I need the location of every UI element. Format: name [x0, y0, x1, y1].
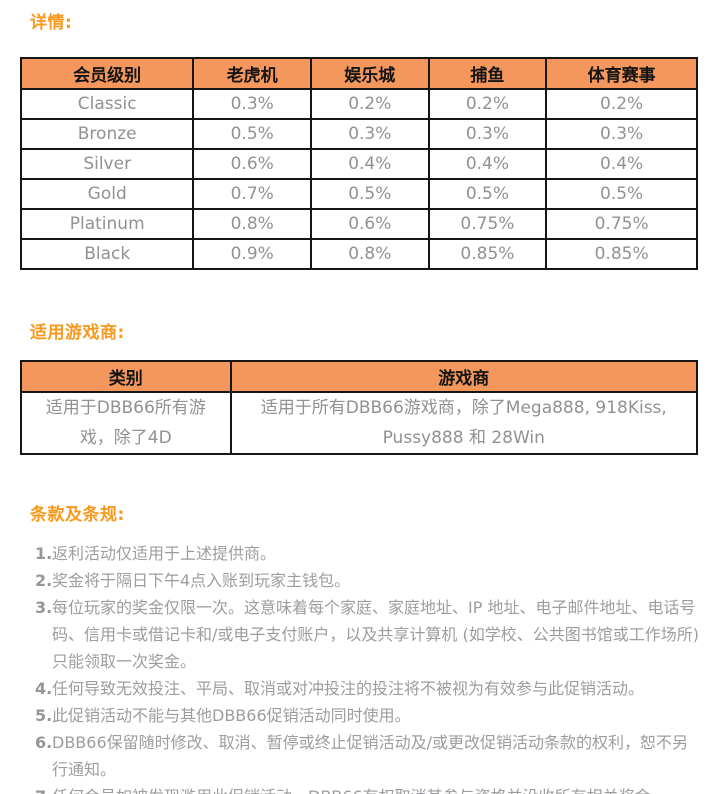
term-item: 4. 任何导致无效投注、平局、取消或对冲投注的投注将不被视为有效参与此促销活动。 [35, 675, 702, 702]
term-number: 6. [35, 733, 53, 752]
category-cell: 适用于DBB66所有游戏，除了4D [20, 391, 232, 455]
rebate-cell: 0.85% [545, 238, 698, 270]
term-number: 1. [35, 544, 53, 563]
member-level-cell: Gold [19, 178, 195, 210]
rebate-cell: 0.3% [192, 88, 312, 120]
rebate-cell: 0.4% [427, 148, 548, 180]
term-text: 奖金将于隔日下午4点入账到玩家主钱包。 [52, 571, 351, 590]
terms-heading: 条款及条规: [30, 505, 125, 525]
rebate-cell: 0.3% [427, 118, 548, 150]
term-item: 2. 奖金将于隔日下午4点入账到玩家主钱包。 [35, 567, 702, 594]
member-level-cell: Platinum [19, 208, 195, 240]
term-number: 5. [35, 706, 53, 725]
rebate-cell: 0.2% [310, 88, 430, 120]
term-text: DBB66保留随时修改、取消、暂停或终止促销活动及/或更改促销活动条款的权利，恕… [52, 733, 689, 779]
rebate-cell: 0.85% [427, 238, 548, 270]
term-item-clipped: 7. 任何会员如被发现滥用此促销活动，DBB66有权取消其参与资格并没收所有相关… [35, 783, 702, 794]
rebate-cell: 0.75% [545, 208, 698, 240]
rebate-cell: 0.3% [545, 118, 698, 150]
table-row-platinum: Platinum 0.8% 0.6% 0.75% 0.75% [19, 208, 698, 240]
rebate-cell: 0.5% [310, 178, 430, 210]
term-number: 7. [35, 783, 52, 794]
details-heading: 详情: [30, 13, 73, 33]
table-row-gold: Gold 0.7% 0.5% 0.5% 0.5% [19, 178, 698, 210]
providers-heading: 适用游戏商: [30, 323, 125, 343]
rebate-cell: 0.2% [545, 88, 698, 120]
providers-table: 类别 游戏商 适用于DBB66所有游戏，除了4D 适用于所有DBB66游戏商，除… [20, 360, 699, 455]
rebate-cell: 0.8% [310, 238, 430, 270]
term-text: 任何导致无效投注、平局、取消或对冲投注的投注将不被视为有效参与此促销活动。 [52, 679, 645, 698]
table-row-black: Black 0.9% 0.8% 0.85% 0.85% [19, 238, 698, 270]
table-row-classic: Classic 0.3% 0.2% 0.2% 0.2% [19, 88, 698, 120]
rebate-cell: 0.5% [427, 178, 548, 210]
term-item: 6. DBB66保留随时修改、取消、暂停或终止促销活动及/或更改促销活动条款的权… [35, 729, 702, 783]
term-item: 3. 每位玩家的奖金仅限一次。这意味着每个家庭、家庭地址、IP 地址、电子邮件地… [35, 594, 702, 675]
term-number: 2. [35, 571, 53, 590]
header-provider: 游戏商 [229, 360, 699, 393]
header-fishing: 捕鱼 [427, 57, 548, 90]
rebate-cell: 0.5% [545, 178, 698, 210]
providers-table-header-row: 类别 游戏商 [20, 360, 699, 393]
rebate-cell: 0.3% [310, 118, 430, 150]
header-casino: 娱乐城 [310, 57, 430, 90]
rebate-cell: 0.7% [192, 178, 312, 210]
rebate-table-header-row: 会员级别 老虎机 娱乐城 捕鱼 体育赛事 [19, 57, 698, 90]
term-item: 1. 返利活动仅适用于上述提供商。 [35, 540, 702, 567]
table-row-silver: Silver 0.6% 0.4% 0.4% 0.4% [19, 148, 698, 180]
terms-list: 1. 返利活动仅适用于上述提供商。 2. 奖金将于隔日下午4点入账到玩家主钱包。… [0, 540, 720, 794]
term-number: 3. [35, 598, 53, 617]
member-level-cell: Bronze [19, 118, 195, 150]
provider-cell: 适用于所有DBB66游戏商，除了Mega888, 918Kiss, Pussy8… [229, 391, 699, 455]
providers-table-row: 适用于DBB66所有游戏，除了4D 适用于所有DBB66游戏商，除了Mega88… [20, 391, 699, 455]
rebate-cell: 0.2% [427, 88, 548, 120]
term-text: 任何会员如被发现滥用此促销活动，DBB66有权取消其参与资格并没收所有相关奖金。 [52, 783, 702, 794]
term-text: 返利活动仅适用于上述提供商。 [52, 544, 277, 563]
member-level-cell: Silver [19, 148, 195, 180]
rebate-cell: 0.6% [192, 148, 312, 180]
header-category: 类别 [20, 360, 232, 393]
rebate-cell: 0.4% [310, 148, 430, 180]
rebate-table: 会员级别 老虎机 娱乐城 捕鱼 体育赛事 Classic 0.3% 0.2% 0… [19, 57, 698, 270]
table-row-bronze: Bronze 0.5% 0.3% 0.3% 0.3% [19, 118, 698, 150]
header-member-level: 会员级别 [19, 57, 195, 90]
rebate-cell: 0.5% [192, 118, 312, 150]
member-level-cell: Black [19, 238, 195, 270]
rebate-cell: 0.8% [192, 208, 312, 240]
term-text: 每位玩家的奖金仅限一次。这意味着每个家庭、家庭地址、IP 地址、电子邮件地址、电… [52, 598, 699, 671]
term-text: 此促销活动不能与其他DBB66促销活动同时使用。 [52, 706, 411, 725]
rebate-cell: 0.75% [427, 208, 548, 240]
header-sports: 体育赛事 [545, 57, 698, 90]
rebate-cell: 0.9% [192, 238, 312, 270]
term-item: 5. 此促销活动不能与其他DBB66促销活动同时使用。 [35, 702, 702, 729]
header-slots: 老虎机 [192, 57, 312, 90]
member-level-cell: Classic [19, 88, 195, 120]
term-number: 4. [35, 679, 53, 698]
rebate-cell: 0.6% [310, 208, 430, 240]
rebate-cell: 0.4% [545, 148, 698, 180]
